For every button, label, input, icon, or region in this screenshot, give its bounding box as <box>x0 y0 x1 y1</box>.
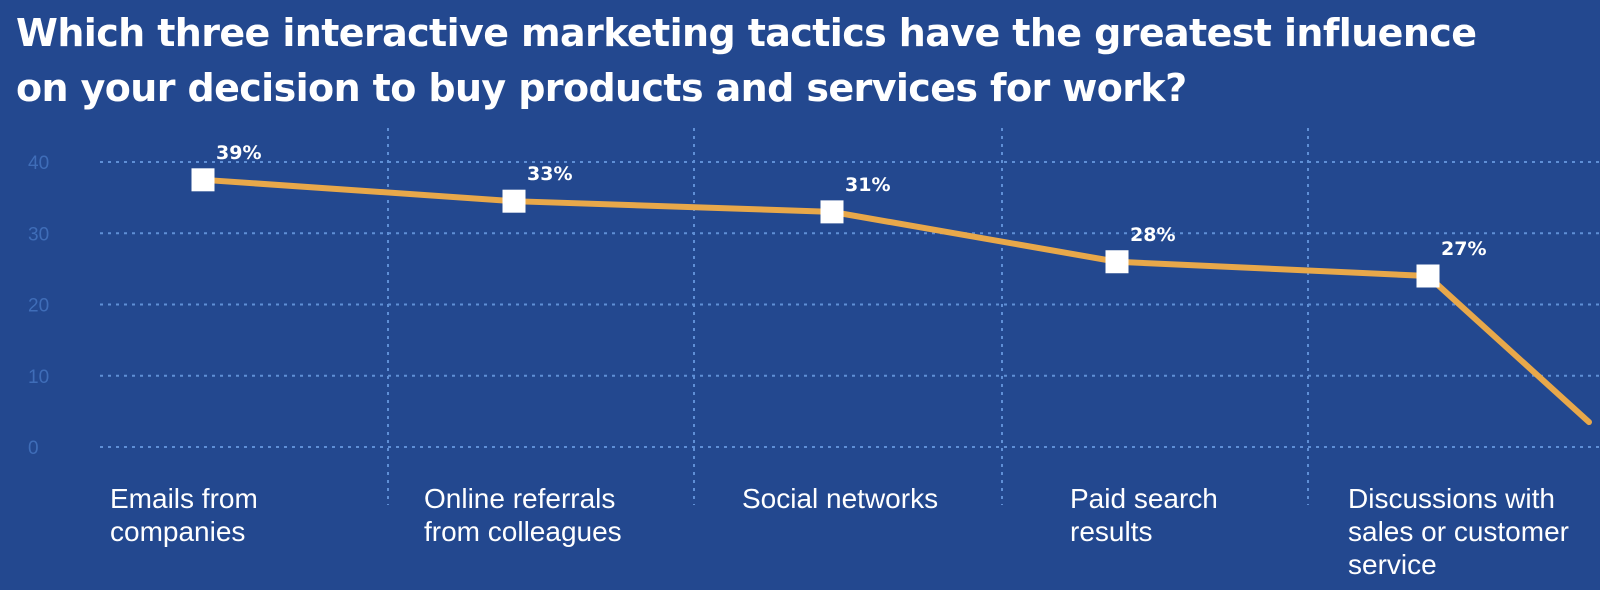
data-label: 28% <box>1130 224 1175 246</box>
category-label-line: companies <box>110 516 246 547</box>
category-label-line: results <box>1070 516 1153 547</box>
category-label-social-networks: Social networks <box>742 482 938 515</box>
y-tick-label: 0 <box>28 438 39 459</box>
data-markers <box>191 168 1440 288</box>
y-tick-label: 10 <box>28 367 49 388</box>
data-point-marker <box>1416 264 1440 288</box>
data-point-marker <box>191 168 215 192</box>
data-point-marker <box>820 200 844 224</box>
data-label: 31% <box>845 174 890 196</box>
category-label-line: sales or customer <box>1348 516 1569 547</box>
category-label-paid-search: Paid search results <box>1070 482 1218 548</box>
gridlines <box>100 128 1600 505</box>
data-label: 39% <box>216 142 261 164</box>
data-labels: 39% 33% 31% 28% 27% <box>216 142 1486 260</box>
category-label-line: Social networks <box>742 483 939 514</box>
data-point-marker <box>1105 250 1129 274</box>
category-label-line: Paid search <box>1070 483 1218 514</box>
data-label: 33% <box>527 163 572 185</box>
category-label-line: Emails from <box>110 483 258 514</box>
chart-title-line-1: Which three interactive marketing tactic… <box>16 11 1477 55</box>
category-label-line: from colleagues <box>424 516 622 547</box>
category-label-online-referrals: Online referrals from colleagues <box>424 482 622 548</box>
y-tick-label: 40 <box>28 153 49 174</box>
chart-title: Which three interactive marketing tactic… <box>16 6 1576 116</box>
y-tick-label: 30 <box>28 224 49 245</box>
y-axis-ticks: 0 10 20 30 40 <box>28 153 49 459</box>
category-label-line: Online referrals <box>424 483 616 514</box>
category-label-line: Discussions with <box>1348 483 1555 514</box>
series-line-layer <box>200 176 1592 426</box>
series-line <box>200 176 1592 426</box>
y-tick-label: 20 <box>28 296 49 317</box>
category-label-discussions: Discussions with sales or customer servi… <box>1348 482 1569 581</box>
category-label-emails: Emails from companies <box>110 482 258 548</box>
category-label-line: service <box>1348 549 1437 580</box>
chart-title-line-2: on your decision to buy products and ser… <box>16 66 1187 110</box>
data-point-marker <box>502 189 526 213</box>
data-label: 27% <box>1441 238 1486 260</box>
